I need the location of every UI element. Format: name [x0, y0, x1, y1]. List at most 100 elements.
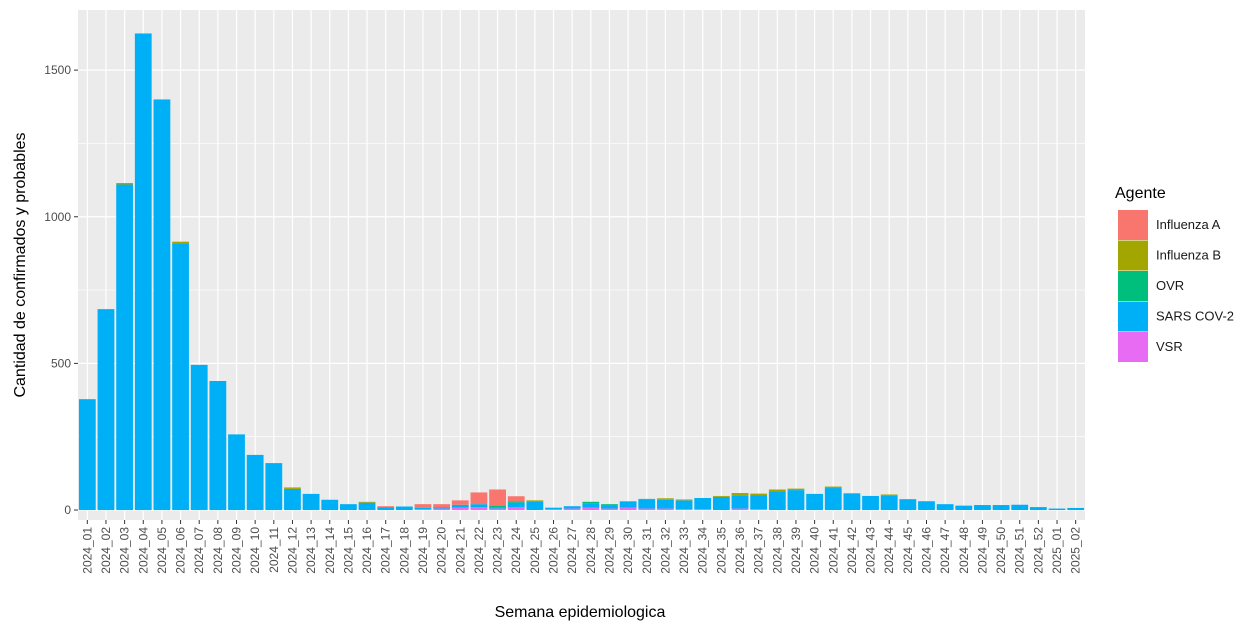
- x-tick-label: 2024_31: [640, 527, 654, 574]
- x-tick-label: 2024_16: [360, 527, 374, 574]
- bar-segment: [601, 504, 618, 506]
- x-tick-label: 2024_14: [323, 527, 337, 574]
- bar-segment: [619, 507, 637, 511]
- bar-segment: [470, 507, 488, 511]
- x-tick-label: 2024_03: [118, 527, 132, 574]
- bar-segment: [936, 504, 954, 511]
- x-tick-label: 2024_01: [80, 527, 94, 574]
- bar-segment: [265, 463, 283, 511]
- x-tick-label: 2024_11: [267, 527, 281, 573]
- panel: [78, 10, 1085, 520]
- bar-segment: [489, 507, 506, 509]
- bar-segment: [470, 504, 488, 508]
- bar-segment: [582, 507, 600, 511]
- x-tick-label: 2024_40: [808, 527, 822, 574]
- bar-segment: [712, 495, 730, 497]
- bar-segment: [97, 309, 115, 511]
- x-tick-label: 2024_35: [714, 527, 728, 574]
- bar-segment: [377, 506, 395, 508]
- x-tick-label: 2024_37: [752, 527, 766, 574]
- bar-segment: [433, 507, 451, 509]
- bar-segment: [563, 506, 581, 509]
- legend-label: OVR: [1156, 278, 1184, 293]
- bar-segment: [768, 491, 786, 511]
- x-tick-label: 2024_17: [379, 527, 393, 574]
- bar-segment: [451, 507, 469, 511]
- x-tick-label: 2024_48: [957, 527, 971, 574]
- x-tick-label: 2025_02: [1069, 527, 1083, 574]
- y-tick-label: 1000: [44, 210, 71, 224]
- bar-segment: [824, 488, 842, 511]
- bar-segment: [992, 505, 1010, 511]
- x-tick-label: 2024_34: [696, 527, 710, 574]
- x-tick-label: 2024_32: [658, 527, 672, 574]
- bar-segment: [507, 496, 525, 502]
- x-tick-label: 2024_28: [584, 527, 598, 574]
- bar-segment: [470, 492, 488, 505]
- bar-segment: [414, 509, 432, 511]
- bar-segment: [638, 499, 656, 509]
- bar-segment: [750, 509, 768, 511]
- bar-segment: [284, 488, 301, 511]
- x-tick-label: 2024_22: [472, 527, 486, 574]
- bar-segment: [134, 33, 152, 511]
- bar-segment: [657, 499, 674, 509]
- bar-segment: [526, 501, 544, 511]
- bar-segment: [974, 505, 991, 511]
- bar-segment: [545, 509, 562, 511]
- x-tick-label: 2024_10: [248, 527, 262, 574]
- x-tick-label: 2024_47: [938, 527, 952, 574]
- x-tick-label: 2024_26: [547, 527, 561, 574]
- bar-segment: [787, 488, 805, 491]
- bar-segment: [880, 494, 898, 496]
- x-tick-label: 2024_36: [733, 527, 747, 574]
- bar-segment: [675, 499, 693, 501]
- legend-label: Influenza B: [1156, 248, 1221, 263]
- x-tick-label: 2024_46: [919, 527, 933, 574]
- bar-segment: [228, 434, 245, 511]
- x-tick-label: 2024_51: [1013, 527, 1027, 574]
- x-tick-label: 2024_49: [975, 527, 989, 574]
- x-tick-label: 2024_45: [901, 527, 915, 574]
- x-tick-label: 2024_02: [99, 527, 113, 574]
- bar-segment: [507, 501, 525, 503]
- bar-segment: [694, 498, 712, 510]
- bar-segment: [657, 508, 674, 511]
- legend-key: [1118, 332, 1148, 362]
- x-tick-label: 2024_39: [789, 527, 803, 574]
- bar-segment: [843, 493, 861, 511]
- legend-label: Influenza A: [1156, 217, 1221, 232]
- x-tick-label: 2024_21: [453, 527, 467, 574]
- x-tick-label: 2024_15: [341, 527, 355, 574]
- x-tick-label: 2024_41: [826, 527, 840, 574]
- x-tick-label: 2024_24: [509, 527, 523, 574]
- bar-segment: [675, 509, 693, 511]
- bar-segment: [489, 489, 506, 506]
- bar-segment: [675, 500, 693, 510]
- bar-segment: [582, 501, 600, 504]
- bar-segment: [1067, 507, 1085, 511]
- bar-segment: [451, 500, 469, 505]
- x-tick-label: 2024_20: [435, 527, 449, 574]
- x-axis-title: Semana epidemiologica: [495, 604, 666, 621]
- bar-segment: [209, 380, 227, 511]
- bar-segment: [731, 495, 749, 509]
- bar-segment: [955, 505, 973, 511]
- bar-segment: [246, 454, 264, 511]
- bar-segment: [489, 505, 506, 508]
- bar-segment: [321, 499, 339, 511]
- bar-segment: [433, 508, 451, 511]
- bar-segment: [302, 493, 320, 511]
- x-tick-label: 2024_19: [416, 527, 430, 574]
- x-tick-label: 2024_38: [770, 527, 784, 574]
- x-tick-label: 2024_23: [491, 527, 505, 574]
- bar-segment: [190, 364, 208, 511]
- x-tick-label: 2024_08: [211, 527, 225, 574]
- bar-segment: [918, 501, 935, 511]
- bar-segment: [1011, 504, 1029, 511]
- bar-segment: [563, 508, 581, 511]
- bar-segment: [545, 507, 562, 510]
- bar-segment: [787, 490, 805, 511]
- x-tick-label: 2024_18: [397, 527, 411, 574]
